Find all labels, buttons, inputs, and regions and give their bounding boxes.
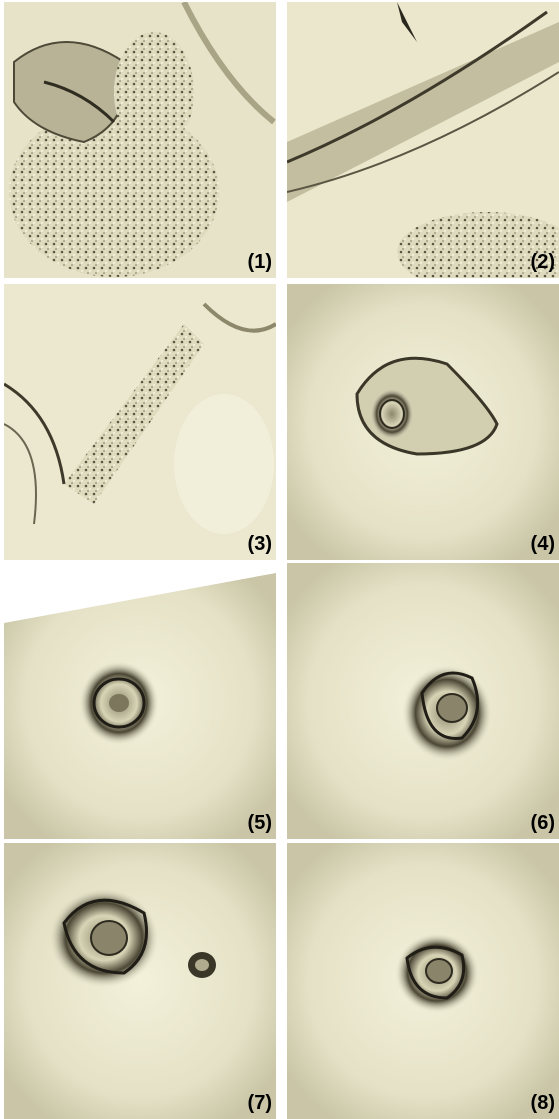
panel: (1) (4, 2, 276, 278)
render (287, 2, 559, 278)
panel-label: (6) (531, 812, 555, 835)
panel: (3) (4, 284, 276, 560)
panel-label: (8) (531, 1092, 555, 1115)
panel-label: (4) (531, 533, 555, 556)
render (4, 2, 276, 278)
panel: (2) (287, 2, 559, 278)
render (287, 563, 559, 839)
panel-label: (5) (248, 812, 272, 835)
render (287, 843, 559, 1119)
render (4, 284, 276, 560)
panel-label: (2) (531, 251, 555, 274)
figure: (1) (2) (3) (4) (5) (0, 0, 559, 1119)
panel: (5) (4, 563, 276, 839)
panel-label: (3) (248, 533, 272, 556)
render (4, 563, 276, 839)
panel: (8) (287, 843, 559, 1119)
render (4, 843, 276, 1119)
panel: (7) (4, 843, 276, 1119)
panel-label: (1) (248, 251, 272, 274)
panel-label: (7) (248, 1092, 272, 1115)
panel: (6) (287, 563, 559, 839)
render (287, 284, 559, 560)
panel: (4) (287, 284, 559, 560)
